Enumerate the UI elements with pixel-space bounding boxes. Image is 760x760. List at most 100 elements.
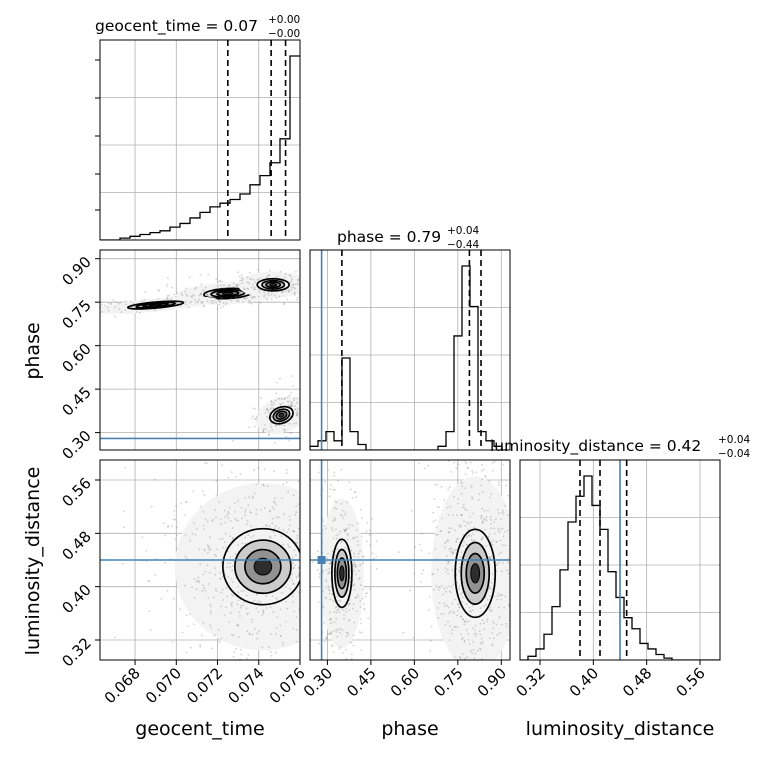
sample-point: [340, 541, 342, 544]
sample-point: [362, 562, 364, 565]
sample-point: [281, 497, 283, 499]
sample-point: [469, 694, 471, 696]
sample-point: [186, 295, 188, 297]
sample-point: [202, 573, 205, 576]
sample-point: [517, 534, 519, 536]
sample-point: [214, 509, 217, 512]
sample-point: [203, 528, 206, 531]
sample-point: [220, 561, 223, 564]
sample-point: [317, 514, 319, 516]
sample-point: [481, 640, 484, 643]
sample-point: [253, 288, 256, 291]
sample-point: [423, 467, 426, 470]
sample-point: [244, 497, 247, 499]
title-geocent-time-lower: −0.00: [268, 28, 300, 40]
sample-point: [292, 583, 295, 585]
sample-point: [241, 274, 243, 276]
sample-point: [209, 536, 212, 539]
sample-point: [214, 573, 217, 576]
sample-point: [448, 612, 450, 614]
sample-point: [289, 405, 292, 407]
sample-point: [193, 578, 196, 580]
sample-point: [248, 633, 251, 635]
sample-point: [317, 610, 319, 612]
sample-point: [339, 530, 342, 533]
contour-level: [269, 282, 278, 287]
sample-point: [279, 270, 282, 273]
sample-point: [114, 636, 116, 639]
sample-point: [223, 541, 226, 543]
sample-point: [360, 622, 363, 625]
sample-point: [322, 569, 325, 572]
sample-point: [459, 657, 462, 660]
sample-point: [461, 704, 463, 706]
sample-point: [447, 513, 450, 516]
sample-point: [464, 473, 467, 476]
sample-point: [253, 469, 256, 472]
sample-point: [257, 600, 259, 603]
sample-point: [460, 615, 463, 618]
sample-point: [223, 284, 225, 287]
sample-point: [333, 611, 336, 613]
sample-point: [218, 304, 220, 306]
sample-point: [430, 625, 433, 628]
sample-point: [314, 288, 316, 290]
sample-point: [481, 463, 483, 466]
sample-point: [212, 301, 215, 304]
sample-point: [174, 538, 177, 541]
sample-point: [485, 604, 487, 606]
sample-point: [277, 397, 280, 400]
sample-point: [262, 428, 265, 431]
sample-point: [194, 287, 196, 290]
sample-point: [318, 642, 320, 645]
sample-point: [275, 424, 277, 427]
sample-point: [335, 606, 338, 608]
sample-point: [295, 628, 298, 631]
sample-point: [317, 528, 319, 530]
sample-point: [184, 290, 187, 293]
sample-point: [312, 520, 314, 522]
sample-point: [227, 575, 230, 578]
sample-point: [343, 529, 345, 531]
contour-level: [149, 303, 163, 307]
contour-level: [126, 300, 185, 310]
sample-point: [485, 519, 488, 522]
sample-point: [185, 614, 188, 616]
sample-point: [230, 633, 233, 636]
sample-point: [186, 625, 189, 627]
sample-point: [287, 545, 290, 548]
sample-point: [232, 286, 235, 288]
sample-point: [498, 606, 500, 609]
sample-point: [364, 592, 367, 595]
sample-point: [293, 610, 296, 613]
sample-point: [274, 294, 276, 297]
contour-level: [470, 563, 481, 584]
sample-point: [459, 556, 462, 559]
sample-point: [305, 416, 307, 418]
sample-point: [123, 526, 125, 529]
sample-point: [290, 432, 293, 434]
sample-point: [455, 548, 457, 551]
y-tick-label: 0.56: [58, 474, 94, 510]
sample-point: [231, 602, 234, 604]
sample-point: [250, 278, 253, 281]
sample-point: [488, 665, 490, 667]
sample-point: [288, 289, 290, 292]
sample-point: [332, 520, 334, 522]
sample-point: [334, 554, 337, 557]
sample-point: [215, 494, 218, 497]
sample-point: [259, 289, 262, 292]
sample-point: [259, 301, 262, 304]
sample-point: [245, 607, 248, 610]
sample-point: [274, 534, 276, 537]
sample-point: [484, 476, 487, 478]
sample-point: [495, 564, 498, 567]
sample-point: [319, 589, 321, 591]
sample-point: [350, 549, 353, 552]
sample-point: [264, 507, 266, 509]
sample-point: [359, 606, 362, 608]
sample-point: [457, 603, 459, 606]
sample-point: [358, 570, 360, 572]
sample-point: [255, 508, 258, 511]
sample-point: [174, 518, 177, 521]
